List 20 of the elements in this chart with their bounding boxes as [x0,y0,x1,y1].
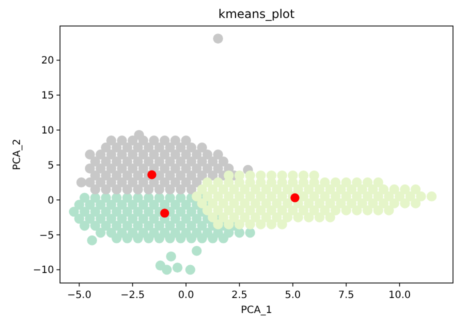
x-tick-label: −5.0 [67,290,92,301]
y-tick-label: −5 [39,230,54,242]
y-tick-label: 10 [41,126,54,137]
y-tick-label: 5 [48,160,54,172]
x-tick-label: 0.0 [178,290,194,301]
x-tick-label: 2.5 [231,290,248,301]
y-tick-label: 15 [41,90,54,102]
x-tick-label: 10.0 [388,290,411,301]
x-axis-title: PCA_1 [240,305,272,316]
x-tick-label: −2.5 [120,290,145,301]
y-axis-title: PCA_2 [12,138,23,170]
x-tick-label: 7.5 [338,290,354,301]
y-tick-label: 20 [41,56,54,67]
point [147,170,156,180]
x-tick-label: 5.0 [284,290,301,301]
chart-title: kmeans_plot [218,7,295,21]
point [290,193,300,202]
y-tick-label: −10 [32,265,54,276]
y-tick-label: 0 [48,195,54,206]
point [160,208,170,218]
